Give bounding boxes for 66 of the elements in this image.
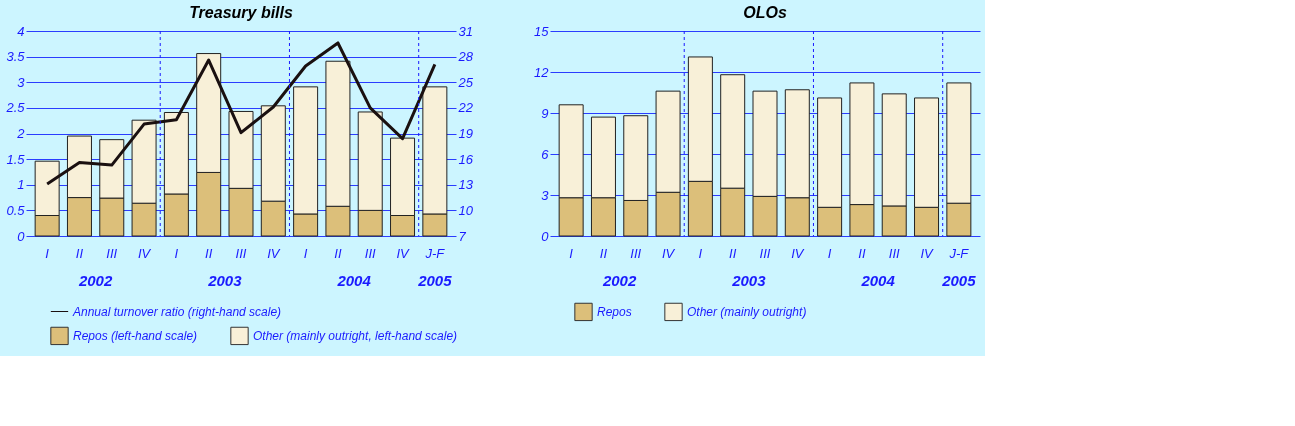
legend-label: Other (mainly outright, left-hand scale): [253, 328, 458, 343]
x-tick-label: IV: [396, 246, 410, 261]
y2-tick-label: 10: [458, 202, 474, 218]
x-tick-label: I: [827, 246, 832, 261]
text: 2003: [207, 272, 243, 289]
y2-tick-label: 13: [458, 177, 474, 193]
y-tick-label: 3: [17, 74, 26, 90]
legend-label: Annual turnover ratio (right-hand scale): [72, 304, 282, 319]
text: 2004: [336, 272, 372, 289]
y-tick-label: 6: [541, 146, 550, 162]
x-tick-label: II: [334, 246, 342, 261]
y-tick-label: 2.5: [5, 100, 26, 116]
y-tick-label: 3: [541, 187, 550, 203]
legend-label: Repos (left-hand scale): [73, 328, 198, 343]
x-tick-label: J-F: [948, 246, 970, 261]
x-tick-label: I: [698, 246, 703, 261]
text: 2002: [601, 272, 637, 289]
y-tick-label: 12: [534, 64, 550, 80]
x-tick-label: I: [303, 246, 308, 261]
x-tick-label: III: [106, 246, 118, 261]
y2-tick-label: 16: [458, 151, 474, 167]
legend-label: Other (mainly outright): [687, 304, 807, 319]
y-tick-label: 1.5: [6, 151, 26, 167]
x-tick-label: J-F: [424, 246, 446, 261]
y2-tick-label: 31: [458, 23, 473, 39]
y2-tick-label: 25: [457, 74, 474, 90]
text: 2002: [77, 272, 113, 289]
x-tick-label: IV: [137, 246, 152, 261]
y-tick-label: 0.5: [6, 202, 26, 218]
y-tick-label: 0: [17, 228, 26, 244]
text: 2005: [941, 272, 977, 289]
line-series: [45, 41, 437, 186]
x-tick-label: IV: [791, 246, 805, 261]
y-tick-label: 4: [17, 23, 25, 39]
chart-title: Treasury bills: [189, 4, 293, 21]
y2-tick-label: 22: [457, 100, 474, 116]
x-tick-label: II: [75, 246, 84, 261]
x-tick-label: II: [205, 246, 213, 261]
y-tick-label: 15: [534, 23, 550, 39]
x-tick-label: III: [235, 246, 247, 261]
y2-tick-label: 7: [458, 228, 467, 244]
chart-title: OLOs: [743, 4, 787, 21]
x-tick-label: I: [174, 246, 179, 261]
text: 2004: [860, 272, 896, 289]
x-tick-label: II: [729, 246, 737, 261]
y-tick-label: 2: [16, 126, 26, 141]
x-tick-label: IV: [920, 246, 934, 261]
y-tick-label: 0: [541, 228, 550, 244]
text: 2005: [417, 272, 453, 289]
x-tick-label: III: [759, 246, 771, 261]
x-tick-label: III: [364, 246, 377, 261]
y-tick-label: 3.5: [6, 49, 26, 65]
y-tick-label: 9: [541, 105, 549, 121]
legend-label: Repos: [597, 304, 632, 319]
text: 2003: [731, 272, 767, 289]
x-tick-label: III: [888, 246, 901, 261]
x-tick-label: I: [45, 246, 50, 261]
y2-tick-label: 19: [458, 126, 473, 141]
x-tick-label: IV: [661, 246, 676, 261]
y2-tick-label: 28: [457, 49, 474, 65]
y-tick-label: 1: [17, 177, 25, 193]
x-tick-label: III: [630, 246, 642, 261]
x-tick-label: IV: [267, 246, 281, 261]
x-tick-label: II: [858, 246, 866, 261]
x-tick-label: II: [599, 246, 608, 261]
x-tick-label: I: [569, 246, 574, 261]
